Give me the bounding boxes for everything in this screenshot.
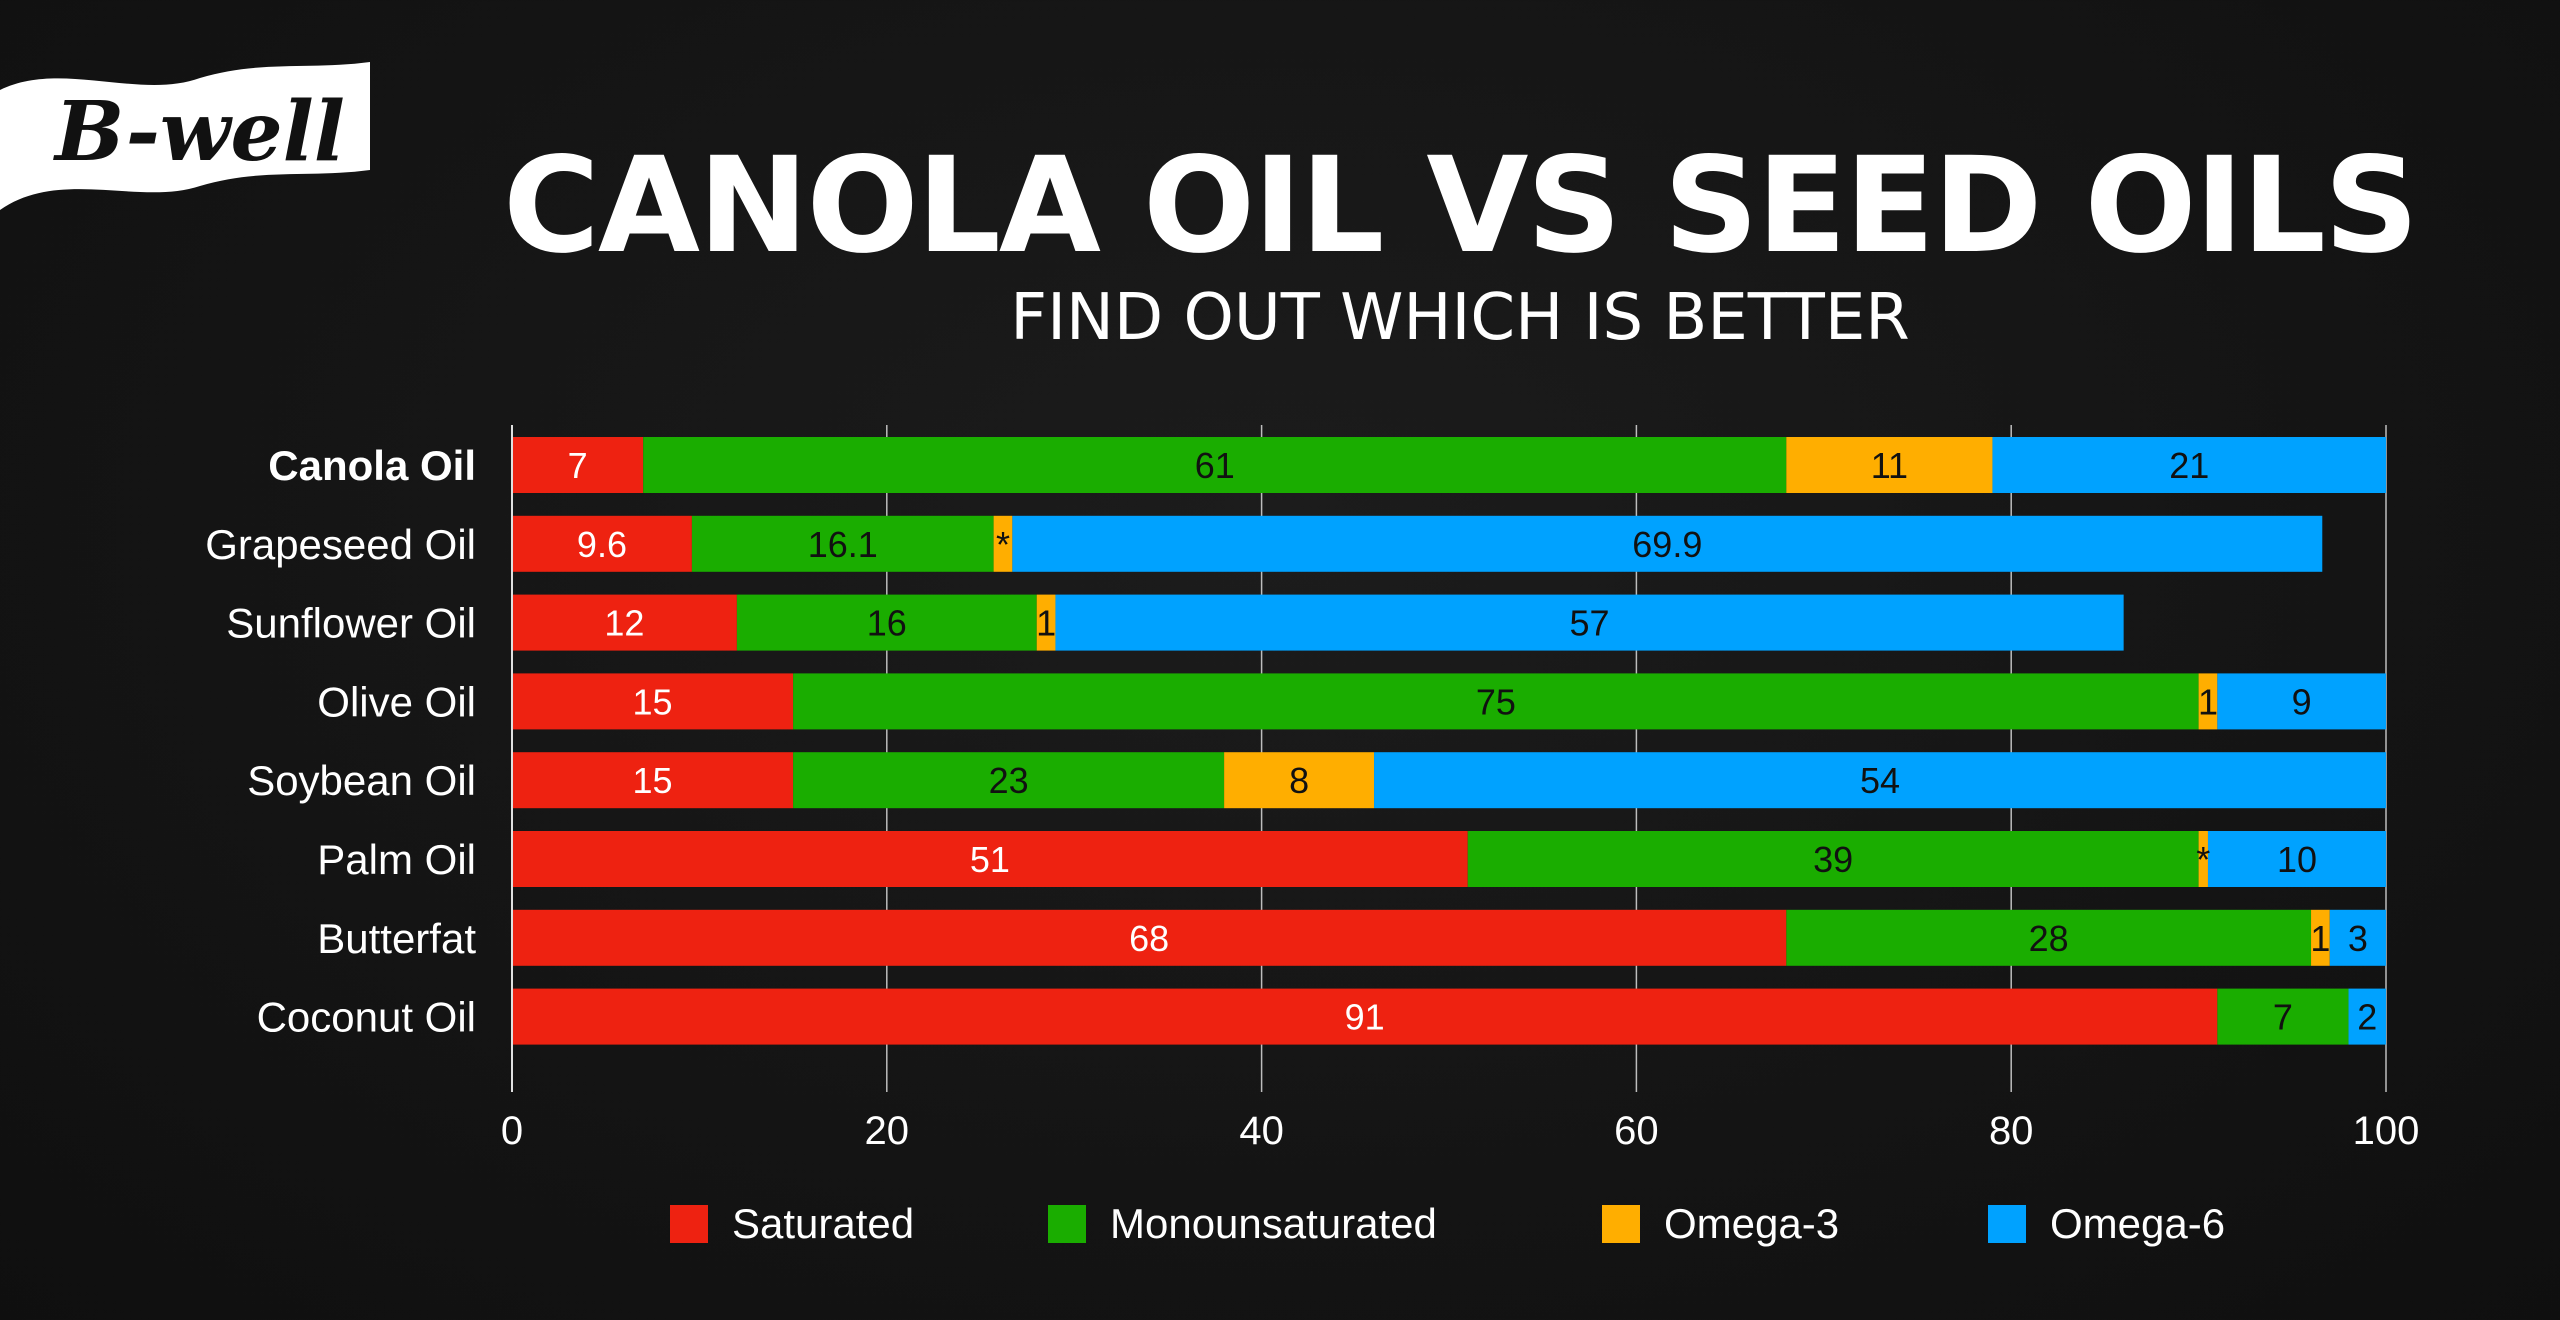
category-label: Soybean Oil — [247, 757, 476, 804]
x-tick-label: 20 — [865, 1109, 910, 1153]
page-subtitle: FIND OUT WHICH IS BETTER — [1010, 281, 1910, 355]
data-label: 23 — [989, 760, 1029, 801]
x-tick-label: 100 — [2353, 1109, 2420, 1153]
bar-segment — [1467, 831, 2199, 887]
bar-segment — [512, 515, 692, 572]
bar-segment — [512, 752, 794, 809]
bwell-logo: B-well — [0, 62, 370, 210]
bar-segment — [1012, 515, 2323, 572]
bar-segment — [2217, 673, 2386, 730]
category-label: Olive Oil — [317, 678, 476, 725]
data-label: 7 — [2273, 997, 2293, 1038]
category-label: Sunflower Oil — [226, 600, 476, 647]
category-label: Butterfat — [317, 915, 476, 962]
bar-segment — [793, 752, 1225, 809]
page-title: CANOLA OIL VS SEED OILS — [503, 129, 2419, 283]
bar-segment — [1036, 594, 1056, 651]
legend-label: Omega-6 — [2050, 1200, 2225, 1247]
bar-segment — [512, 909, 1787, 966]
data-label: 9 — [2292, 681, 2312, 722]
data-label: 51 — [970, 839, 1010, 880]
data-label: 68 — [1129, 918, 1169, 959]
data-label: 9.6 — [577, 524, 627, 565]
bar-segment — [2198, 673, 2218, 730]
data-label: 10 — [2277, 839, 2317, 880]
x-tick-label: 80 — [1989, 1109, 2034, 1153]
legend-swatch — [1048, 1205, 1086, 1243]
data-label: 91 — [1345, 997, 1385, 1038]
data-label: 1 — [2198, 681, 2218, 722]
bar-segment — [691, 515, 994, 572]
legend-label: Omega-3 — [1664, 1200, 1839, 1247]
bar-segment — [1786, 437, 1993, 493]
data-label: * — [996, 524, 1010, 565]
data-label: 16.1 — [808, 524, 878, 565]
bar-segment — [512, 831, 1468, 887]
axis-layer: 0 20 40 60 80 100 Canola Oil Grapeseed Oil Sunfl… — [205, 425, 2419, 1153]
bar-segment — [1055, 594, 2124, 651]
category-label: Palm Oil — [317, 836, 476, 883]
legend-swatch — [1602, 1205, 1640, 1243]
data-label: 15 — [633, 681, 673, 722]
bar-segment — [1992, 437, 2386, 493]
data-label: 57 — [1570, 603, 1610, 644]
bar-segment — [1374, 752, 2386, 809]
data-label: 54 — [1860, 760, 1900, 801]
data-label: 1 — [2310, 918, 2330, 959]
bar-segment — [2348, 988, 2386, 1045]
bar-segment — [2217, 988, 2349, 1045]
bar-segment — [2311, 909, 2330, 966]
bar-segment — [1224, 752, 1375, 809]
legend-label: Monounsaturated — [1110, 1200, 1437, 1247]
legend-layer: Saturated Monounsaturated Omega-3 Omega-6 — [670, 1200, 2225, 1247]
data-label: 28 — [2029, 918, 2069, 959]
x-tick-label: 0 — [501, 1109, 523, 1153]
bar-segment — [2207, 831, 2386, 887]
bar-segment — [993, 515, 1013, 572]
data-label: * — [2196, 839, 2210, 880]
logo-text: B-well — [53, 84, 345, 180]
bar-segment — [512, 673, 794, 730]
data-label: 16 — [867, 603, 907, 644]
bar-segment — [512, 437, 644, 493]
category-label: Grapeseed Oil — [205, 521, 476, 568]
bar-segment — [1786, 909, 2312, 966]
data-label: 75 — [1476, 681, 1516, 722]
bar-segment — [793, 673, 2199, 730]
data-label: 15 — [633, 760, 673, 801]
data-label: 12 — [604, 603, 644, 644]
legend-label: Saturated — [732, 1200, 914, 1247]
data-label: 69.9 — [1632, 524, 1702, 565]
data-label: 2 — [2357, 997, 2377, 1038]
legend-swatch — [1988, 1205, 2026, 1243]
data-label: 61 — [1195, 445, 1235, 486]
x-tick-label: 40 — [1239, 1109, 1284, 1153]
bar-segment — [2198, 831, 2208, 887]
bar-segment — [736, 594, 1037, 651]
x-tick-label: 60 — [1614, 1109, 1659, 1153]
logo-flag — [0, 62, 370, 210]
data-label: 21 — [2169, 445, 2209, 486]
bars-layer — [512, 437, 2386, 1045]
data-label: 1 — [1036, 603, 1056, 644]
bar-segment — [512, 594, 737, 651]
category-label: Coconut Oil — [257, 994, 476, 1041]
data-label: 11 — [1871, 445, 1908, 486]
data-label: 8 — [1289, 760, 1309, 801]
data-label: 7 — [568, 445, 588, 486]
bar-segment — [512, 988, 2218, 1045]
legend-swatch — [670, 1205, 708, 1243]
data-label: 3 — [2348, 918, 2368, 959]
data-label: 39 — [1813, 839, 1853, 880]
bar-segment — [2329, 909, 2386, 966]
category-label: Canola Oil — [268, 442, 476, 489]
bar-segment — [643, 437, 1787, 493]
